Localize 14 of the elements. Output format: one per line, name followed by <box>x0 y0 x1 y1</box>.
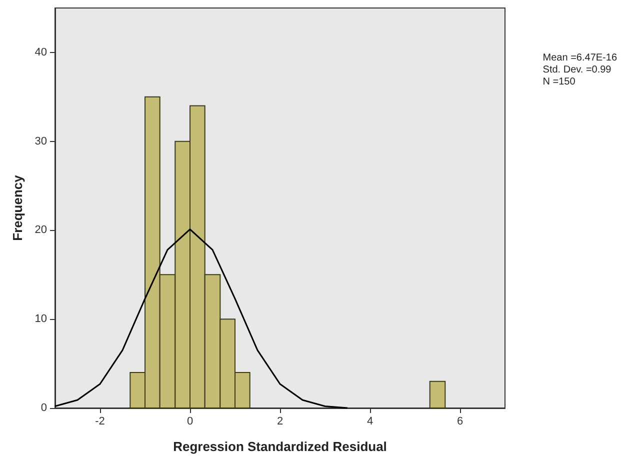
y-tick-label: 20 <box>34 224 47 236</box>
x-tick-label: 0 <box>186 416 194 428</box>
x-axis-title: Regression Standardized Residual <box>173 439 387 454</box>
x-tick-label: 4 <box>366 416 374 428</box>
x-tick-label: 6 <box>456 416 464 428</box>
y-axis-title: Frequency <box>10 174 25 241</box>
y-tick-label: 0 <box>40 402 47 414</box>
y-tick-label: 10 <box>34 313 47 326</box>
line-series <box>54 228 348 409</box>
y-tick-label: 30 <box>34 135 47 148</box>
x-tick-label: 2 <box>276 416 284 428</box>
x-tick-label: -2 <box>95 416 105 428</box>
y-tick-label: 40 <box>34 46 47 58</box>
text: Mean =6.47E-16 Std. Dev. =0.99 N =150 <box>542 52 618 88</box>
